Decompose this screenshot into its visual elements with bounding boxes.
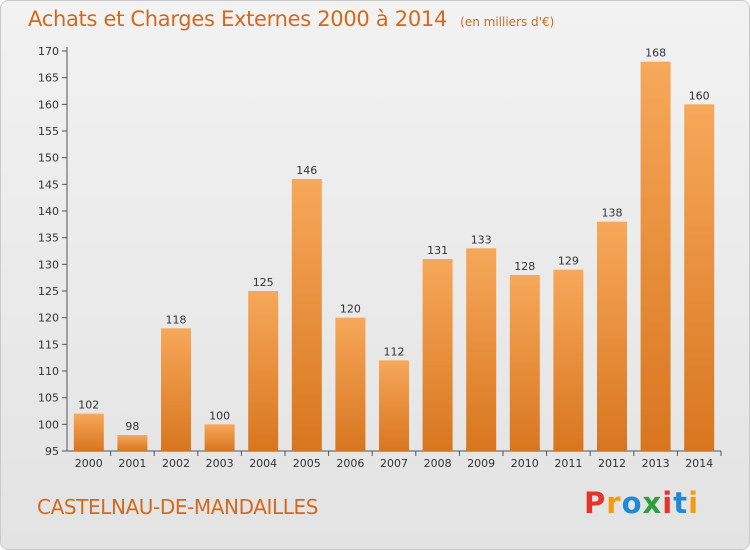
y-tick-label: 120 [38, 312, 59, 325]
logo-letter: x [642, 486, 663, 520]
data-label: 133 [471, 233, 492, 246]
x-tick-label: 2000 [75, 457, 103, 470]
y-tick-label: 95 [45, 445, 59, 458]
data-label: 125 [253, 276, 274, 289]
bar-2002 [161, 328, 191, 451]
y-tick-label: 140 [38, 205, 59, 218]
x-tick-label: 2012 [598, 457, 626, 470]
x-tick-label: 2010 [511, 457, 539, 470]
y-tick-label: 115 [38, 338, 59, 351]
x-tick-label: 2002 [162, 457, 190, 470]
data-label: 129 [558, 255, 579, 268]
data-label: 118 [166, 313, 187, 326]
chart-subtitle: (en milliers d'€) [460, 15, 555, 29]
y-tick-label: 135 [38, 232, 59, 245]
data-label: 112 [384, 345, 405, 358]
y-tick-label: 165 [38, 72, 59, 85]
data-label: 146 [296, 164, 317, 177]
logo-letter: r [606, 486, 622, 520]
x-tick-label: 2011 [554, 457, 582, 470]
x-tick-label: 2003 [206, 457, 234, 470]
bar-2014 [684, 104, 715, 451]
x-tick-label: 2001 [118, 457, 146, 470]
logo-letter: i [688, 486, 700, 520]
logo-letter: i [662, 486, 674, 520]
data-label: 131 [427, 244, 448, 257]
x-tick-label: 2006 [336, 457, 364, 470]
y-tick-label: 110 [38, 365, 59, 378]
proxiti-logo: Proxiti [584, 486, 699, 520]
bar-2007 [379, 360, 409, 451]
bar-2001 [117, 435, 148, 451]
bar-2006 [335, 317, 366, 451]
x-tick-label: 2014 [685, 457, 713, 470]
y-tick-label: 100 [38, 418, 59, 431]
bar-2010 [509, 275, 540, 451]
x-tick-label: 2005 [293, 457, 321, 470]
data-label: 120 [340, 303, 361, 316]
y-tick-label: 145 [38, 178, 59, 191]
y-tick-label: 170 [38, 45, 59, 58]
x-tick-label: 2008 [424, 457, 452, 470]
data-label: 160 [689, 89, 710, 102]
place-name: CASTELNAU-DE-MANDAILLES [37, 495, 319, 519]
bar-2004 [248, 291, 279, 451]
bar-2003 [204, 424, 235, 451]
bar-2012 [597, 221, 627, 451]
chart-title: Achats et Charges Externes 2000 à 2014 [28, 7, 448, 31]
data-label: 102 [78, 399, 99, 412]
bar-2009 [466, 248, 497, 451]
data-label: 168 [645, 47, 666, 60]
bar-2008 [422, 259, 453, 451]
title-row: Achats et Charges Externes 2000 à 2014 (… [28, 7, 554, 31]
x-tick-label: 2004 [249, 457, 277, 470]
logo-letter: t [673, 486, 689, 520]
y-tick-label: 160 [38, 98, 59, 111]
y-tick-label: 150 [38, 152, 59, 165]
bar-2000 [73, 413, 104, 451]
logo-letter: o [621, 486, 643, 520]
y-tick-label: 125 [38, 285, 59, 298]
data-label: 98 [125, 420, 139, 433]
x-tick-label: 2009 [467, 457, 495, 470]
data-label: 138 [602, 207, 623, 220]
bar-2013 [640, 61, 671, 452]
y-tick-label: 130 [38, 258, 59, 271]
bar-2011 [553, 269, 584, 451]
logo-letter: P [584, 486, 607, 520]
x-tick-label: 2013 [642, 457, 670, 470]
bar-2005 [291, 179, 322, 451]
y-tick-label: 105 [38, 392, 59, 405]
data-label: 128 [514, 260, 535, 273]
y-tick-label: 155 [38, 125, 59, 138]
data-label: 100 [209, 409, 230, 422]
x-tick-label: 2007 [380, 457, 408, 470]
